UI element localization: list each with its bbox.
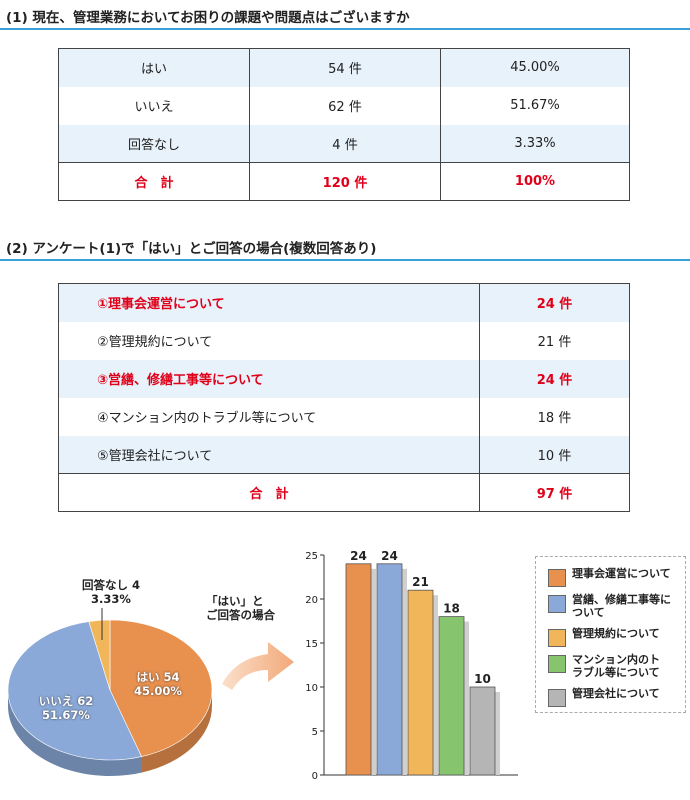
- row-label: はい: [58, 48, 250, 87]
- legend-label: 営繕、修繕工事等について: [572, 593, 671, 619]
- pie-label-none-pct: 3.33%: [91, 592, 131, 606]
- table-row: 回答なし 4 件 3.33%: [58, 124, 630, 163]
- arrow-caption-line2: ご回答の場合: [206, 608, 275, 622]
- y-tick-label: 0: [312, 771, 318, 782]
- legend-swatch: [548, 655, 566, 673]
- row-count: 21 件: [479, 321, 630, 360]
- row-count: 24 件: [479, 359, 630, 398]
- bar: [345, 563, 372, 776]
- total-row: 合 計 120 件 100%: [58, 162, 630, 201]
- table-row: いいえ 62 件 51.67%: [58, 86, 630, 125]
- y-tick-label: 25: [305, 551, 318, 562]
- total-count: 120 件: [249, 162, 441, 201]
- table-row: ④マンション内のトラブル等について 18 件: [58, 397, 630, 436]
- pie-slice-いいえ: [7, 621, 142, 761]
- section2-title: (2) アンケート(1)で「はい」とご回答の場合(複数回答あり): [6, 241, 377, 257]
- pie-slice-回答なし: [88, 619, 111, 691]
- total-pct: 100%: [440, 162, 630, 201]
- row-pct: 3.33%: [440, 124, 630, 163]
- legend-swatch: [548, 629, 566, 647]
- row-label: ③営繕、修繕工事等について: [58, 359, 480, 398]
- legend-label: 管理規約について: [572, 627, 660, 640]
- pie-side-いいえ: [8, 690, 142, 776]
- row-count: 4 件: [249, 124, 441, 163]
- legend-swatch: [548, 689, 566, 707]
- pie-label-none-name: 回答なし 4: [81, 578, 140, 592]
- row-count: 18 件: [479, 397, 630, 436]
- arrow-caption-line1: 「はい」と: [206, 594, 264, 608]
- section1-table: はい 54 件 45.00% いいえ 62 件 51.67% 回答なし 4 件 …: [58, 48, 630, 201]
- table-row: ①理事会運営について 24 件: [58, 283, 630, 322]
- row-label: 回答なし: [58, 124, 250, 163]
- row-label: ①理事会運営について: [58, 283, 480, 322]
- pie-label-no-name: いいえ 62: [38, 694, 94, 708]
- row-label: ④マンション内のトラブル等について: [58, 397, 480, 436]
- pie-label-yes-name: はい 54: [136, 670, 180, 684]
- pie-label-none: 回答なし 4 3.33%: [66, 578, 156, 606]
- section2-table: ①理事会運営について 24 件 ②管理規約について 21 件 ③営繕、修繕工事等…: [58, 283, 630, 512]
- total-label: 合 計: [58, 162, 250, 201]
- legend-swatch: [548, 569, 566, 587]
- pie-side-はい: [141, 690, 212, 773]
- pie-side: [8, 690, 212, 776]
- y-tick-label: 20: [305, 595, 318, 606]
- legend-label: 理事会運営について: [572, 567, 671, 580]
- y-tick-label: 10: [305, 683, 318, 694]
- section2-rule: [0, 259, 690, 261]
- row-count: 10 件: [479, 435, 630, 474]
- row-label: いいえ: [58, 86, 250, 125]
- arrow-caption: 「はい」と ご回答の場合: [206, 594, 296, 622]
- pie-label-no: いいえ 62 51.67%: [26, 694, 106, 722]
- y-tick-label: 15: [305, 639, 318, 650]
- bar-value-label: 21: [412, 575, 429, 589]
- legend-label: マンション内のトラブル等について: [572, 653, 660, 679]
- row-pct: 51.67%: [440, 86, 630, 125]
- legend-swatch: [548, 595, 566, 613]
- table-row: ③営繕、修繕工事等について 24 件: [58, 359, 630, 398]
- bar-value-label: 24: [350, 549, 367, 563]
- section1-title: (1) 現在、管理業務においてお困りの課題や問題点はございますか: [6, 10, 410, 26]
- bar: [376, 563, 403, 776]
- row-count: 54 件: [249, 48, 441, 87]
- bar-value-label: 10: [474, 672, 491, 686]
- row-pct: 45.00%: [440, 48, 630, 87]
- bar-value-label: 18: [443, 602, 460, 616]
- legend-label: 管理会社について: [572, 687, 660, 700]
- total-label: 合 計: [58, 473, 480, 512]
- bar: [407, 589, 434, 776]
- table-row: ②管理規約について 21 件: [58, 321, 630, 360]
- pie-label-no-pct: 51.67%: [42, 708, 90, 722]
- row-label: ②管理規約について: [58, 321, 480, 360]
- pie-label-yes-pct: 45.00%: [134, 684, 182, 698]
- total-count: 97 件: [479, 473, 630, 512]
- row-count: 62 件: [249, 86, 441, 125]
- row-count: 24 件: [479, 283, 630, 322]
- bar-value-label: 24: [381, 549, 398, 563]
- table-row: ⑤管理会社について 10 件: [58, 435, 630, 474]
- section1-rule: [0, 28, 690, 30]
- row-label: ⑤管理会社について: [58, 435, 480, 474]
- table-row: はい 54 件 45.00%: [58, 48, 630, 87]
- total-row: 合 計 97 件: [58, 473, 630, 512]
- arrow-right-icon: [222, 642, 294, 690]
- bar-chart: 0 5 10 15 20 25 24 24 21 18 10: [305, 549, 518, 782]
- chart-legend: 理事会運営について 営繕、修繕工事等について 管理規約について マンション内のト…: [535, 556, 686, 713]
- bar: [438, 616, 465, 776]
- pie-chart: [7, 608, 213, 776]
- pie-label-yes: はい 54 45.00%: [118, 670, 198, 698]
- pie-slice-はい: [109, 619, 213, 757]
- pie-top: [7, 619, 213, 761]
- bar: [469, 686, 496, 776]
- y-tick-label: 5: [312, 727, 318, 738]
